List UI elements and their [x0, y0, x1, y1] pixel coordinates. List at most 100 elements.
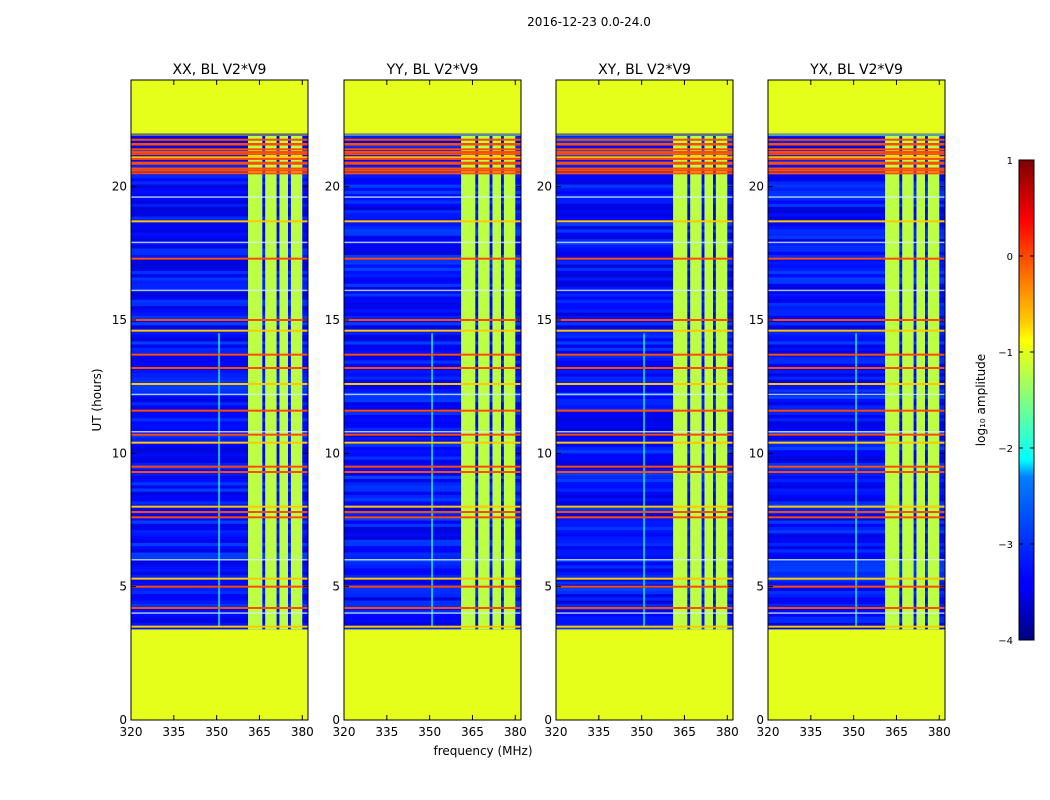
gap-row	[131, 612, 308, 614]
flagged-row	[131, 625, 308, 628]
noise-row	[344, 251, 521, 255]
noise-row	[556, 626, 733, 630]
noise-row	[131, 248, 308, 252]
flagged-row	[556, 138, 733, 141]
noise-row	[556, 158, 733, 163]
x-tick-label: 380	[928, 725, 951, 739]
noise-row	[131, 146, 308, 150]
noise-row	[556, 222, 733, 227]
panel-title: XY, BL V2*V9	[598, 62, 691, 78]
flagged-row	[131, 148, 308, 151]
x-tick-label: 365	[248, 725, 271, 739]
flagged-row	[131, 516, 308, 519]
gap-row	[556, 241, 733, 244]
rfi-band	[503, 136, 516, 630]
flagged-row	[344, 169, 521, 172]
noise-row	[131, 325, 308, 329]
noise-row	[344, 267, 521, 271]
noise-row	[344, 210, 521, 214]
gap-row	[556, 431, 733, 433]
noise-row	[131, 312, 308, 316]
noise-row	[556, 210, 733, 214]
y-tick-label: 15	[749, 313, 764, 327]
noise-row	[131, 254, 308, 259]
noise-row	[131, 136, 308, 140]
flagged-row	[556, 585, 733, 588]
gap-row	[131, 241, 308, 244]
noise-row	[344, 181, 521, 185]
noise-row	[344, 270, 521, 275]
noise-row	[556, 206, 733, 211]
noise-row	[556, 136, 733, 140]
panel-4: YX, BL V2*V9 320 335 350 365 380 0 5 10 15 20	[749, 62, 951, 739]
y-tick-label: 10	[325, 446, 340, 460]
noise-row	[344, 146, 521, 150]
rfi-band	[492, 136, 502, 630]
noise-row	[344, 306, 521, 310]
noise-row	[768, 322, 945, 326]
noise-row	[344, 309, 521, 313]
noise-row	[556, 274, 733, 278]
flagged-row	[131, 465, 308, 468]
y-tick-label: 10	[749, 446, 764, 460]
gap-row	[768, 431, 945, 433]
gap-row	[131, 289, 308, 292]
flagged-row	[131, 220, 308, 223]
flagged-row	[768, 367, 945, 369]
flagged-row	[556, 409, 733, 412]
colorbar-tick-label: −2	[998, 444, 1013, 455]
noise-row	[768, 235, 945, 239]
x-tick-label: 350	[842, 725, 865, 739]
noise-row	[344, 222, 521, 227]
x-tick-label: 380	[291, 725, 314, 739]
noise-row	[768, 290, 945, 294]
noise-row	[344, 258, 521, 262]
noise-row	[556, 229, 733, 233]
noise-row	[556, 133, 733, 137]
rfi-band	[248, 136, 263, 630]
noise-row	[556, 174, 733, 179]
flagged-row	[556, 157, 733, 160]
flagged-row	[768, 162, 945, 165]
flagged-row	[131, 172, 308, 175]
noise-row	[344, 216, 521, 220]
flagged-row	[131, 161, 308, 164]
flagged-row	[344, 156, 521, 159]
gap-row	[768, 612, 945, 614]
flagged-row	[768, 167, 945, 170]
flagged-row	[344, 220, 521, 223]
noise-row	[344, 178, 521, 182]
flagged-row	[131, 505, 308, 508]
noise-row	[768, 222, 945, 227]
noise-row	[131, 181, 308, 185]
noise-row	[131, 216, 308, 220]
x-tick-label: 320	[120, 725, 143, 739]
flagged-row	[768, 220, 945, 223]
noise-row	[768, 258, 945, 262]
y-tick-label: 20	[537, 180, 552, 194]
noise-row	[131, 222, 308, 227]
noise-row	[556, 200, 733, 204]
flagged-row	[344, 607, 521, 609]
noise-row	[131, 258, 308, 262]
noise-row	[556, 261, 733, 265]
noise-row	[344, 190, 521, 195]
flagged-row	[768, 148, 945, 151]
noise-row	[344, 184, 521, 188]
noise-row	[344, 165, 521, 169]
flagged-row	[344, 151, 521, 153]
flagged-row	[344, 585, 521, 588]
noise-row	[131, 242, 308, 246]
noise-row	[768, 315, 945, 319]
noise-row	[556, 184, 733, 188]
colorbar-tick-label: −1	[998, 348, 1013, 359]
gap-row	[344, 241, 521, 244]
flagged-row	[556, 153, 733, 156]
flagged-row	[131, 511, 308, 513]
noise-row	[768, 309, 945, 313]
noise-row	[556, 267, 733, 271]
gap-row	[344, 559, 521, 561]
noise-row	[344, 293, 521, 297]
colorbar-tick-label: −4	[998, 636, 1013, 647]
